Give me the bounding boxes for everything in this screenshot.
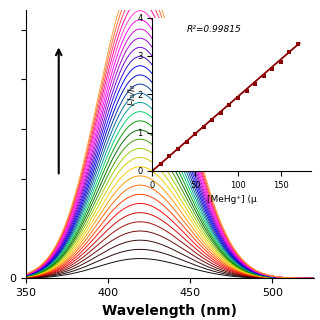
X-axis label: Wavelength (nm): Wavelength (nm) <box>102 304 237 318</box>
